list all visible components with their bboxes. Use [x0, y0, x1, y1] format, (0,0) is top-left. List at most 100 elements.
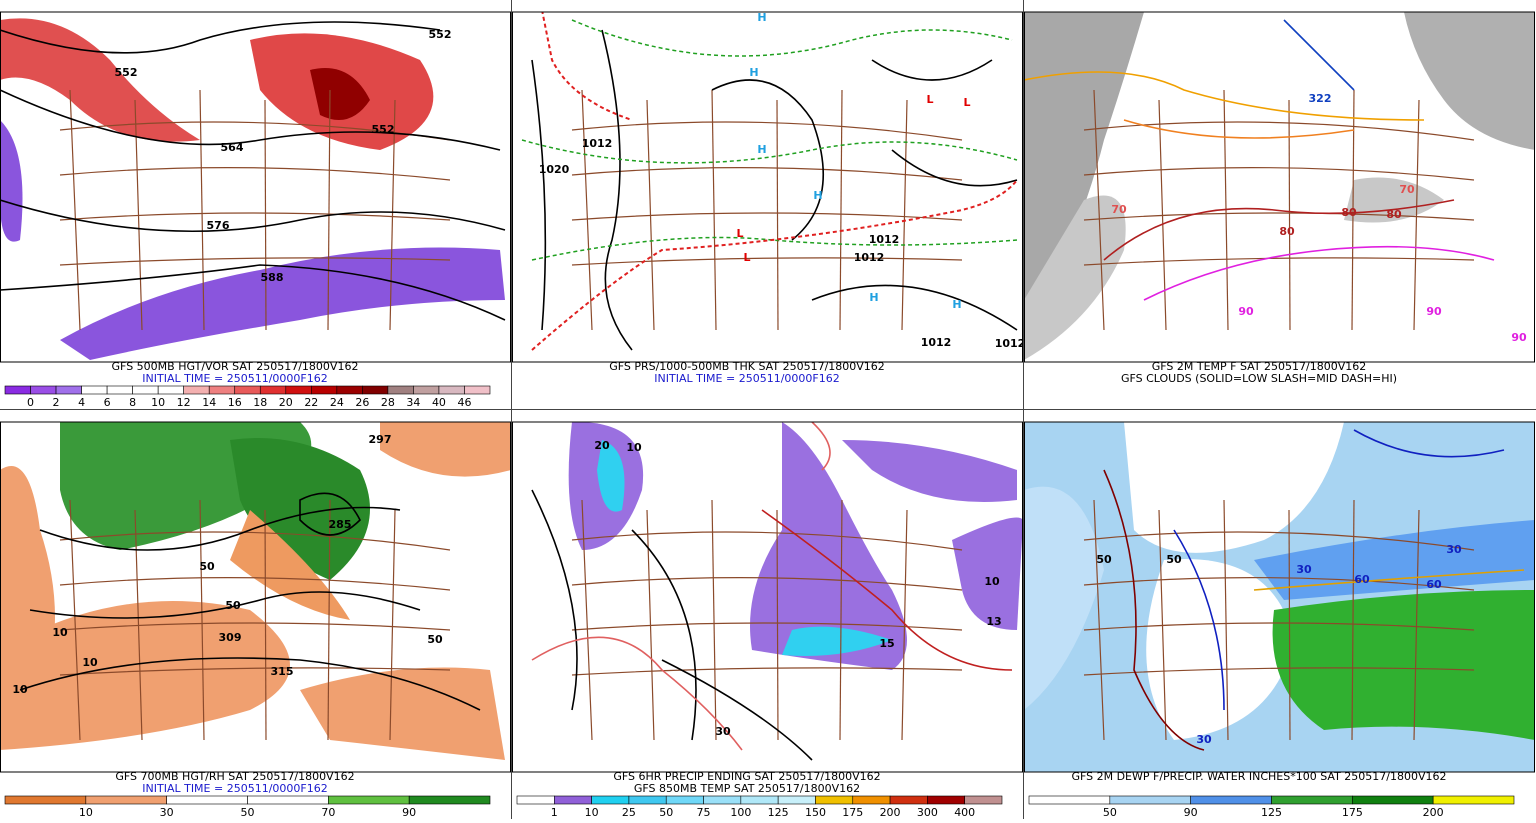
map-label: L [963, 96, 970, 109]
state-border [1288, 509, 1291, 741]
contour [601, 29, 633, 351]
thickness-contour [531, 179, 1018, 351]
state-border [1083, 531, 1475, 551]
colorbar-label: 22 [304, 396, 318, 409]
state-border [711, 89, 717, 331]
state-border [327, 89, 331, 331]
map-label: 309 [219, 631, 242, 644]
state-border [571, 576, 963, 591]
colorbar-label: 100 [730, 806, 751, 819]
contour [0, 264, 506, 321]
caption: GFS 2M TEMP F SAT 250517/1800V162 [1152, 360, 1367, 373]
colorbar-segment [964, 795, 1003, 805]
colorbar-segment [85, 795, 167, 805]
contour [1143, 245, 1495, 301]
map-frame [512, 421, 1023, 773]
colorbar-segment [81, 385, 108, 395]
colorbar-label: 6 [104, 396, 111, 409]
state-border [839, 89, 843, 331]
map-label: L [736, 227, 743, 240]
colorbar-label: 50 [241, 806, 255, 819]
map-label: 50 [1166, 553, 1182, 566]
map-label: 1012 [921, 336, 952, 349]
contour [0, 21, 441, 54]
contour [1123, 119, 1355, 139]
colorbar-segment [777, 795, 816, 805]
colorbar-segment [247, 795, 329, 805]
map-label: 576 [207, 219, 230, 232]
map-label: H [757, 11, 766, 24]
map-panel: 50 50 30 30 30 60 60 GFS 2M DEWP F/PRECIP. WATE… [1024, 421, 1535, 819]
shaded-region [0, 18, 200, 142]
map-label: L [926, 93, 933, 106]
state-border [1413, 509, 1420, 741]
colorbar-label: 40 [432, 396, 446, 409]
map-label: 50 [225, 599, 241, 612]
state-border [199, 499, 205, 741]
state-border [264, 509, 267, 741]
colorbar-segment [554, 795, 592, 805]
map-area: 70 70 80 80 80 90 90 90 322 [1024, 12, 1535, 362]
colorbar-segment [628, 795, 667, 805]
map-label: 60 [1426, 578, 1442, 591]
map-label: 1020 [539, 163, 570, 176]
contour [19, 657, 481, 711]
state-border [1083, 121, 1475, 141]
colorbar-segment [438, 385, 465, 395]
state-border [1083, 166, 1475, 181]
map-label: 322 [1309, 92, 1332, 105]
state-border [59, 622, 451, 631]
map-label: 10 [12, 683, 28, 696]
caption: INITIAL TIME = 250511/0000F162 [142, 372, 327, 385]
colorbar-label: 16 [228, 396, 242, 409]
map-label: 10 [626, 441, 642, 454]
state-border [59, 257, 451, 266]
state-border [839, 499, 843, 741]
contour [811, 284, 1018, 331]
colorbar-segment [259, 385, 287, 395]
colorbar-label: 300 [917, 806, 938, 819]
state-border [1083, 212, 1475, 221]
colorbar-segment [387, 385, 414, 395]
map-frame [1024, 11, 1535, 363]
contour [299, 492, 361, 536]
colorbar-segment [740, 795, 779, 805]
state-border [1288, 99, 1291, 331]
colorbar-label: 125 [768, 806, 789, 819]
map-label: 80 [1279, 225, 1295, 238]
colorbar-segment [1109, 795, 1191, 805]
state-border [59, 667, 451, 676]
contour [1353, 429, 1505, 458]
colorbar-segment [328, 795, 410, 805]
map-label: 70 [1111, 203, 1127, 216]
colorbar-label: 150 [805, 806, 826, 819]
map-label: 13 [986, 615, 1001, 628]
map-panel: 70 70 80 80 80 90 90 90 322 GFS 2M TEMP F SAT 250… [1024, 11, 1535, 385]
colorbar-label: 50 [1103, 806, 1117, 819]
colorbar-label: 1 [551, 806, 558, 819]
state-border [59, 576, 451, 591]
colorbar-label: 12 [177, 396, 191, 409]
map-label: 80 [1386, 208, 1402, 221]
contour [871, 59, 993, 81]
contour [761, 509, 1013, 671]
map-panel: 552 552 552 564 576 588 GFS 500MB HGT/VOR SAT … [0, 11, 511, 409]
map-label: H [757, 143, 766, 156]
contour [531, 636, 743, 751]
state-border [1413, 99, 1420, 331]
shaded-region [750, 422, 907, 670]
state-border [69, 89, 81, 331]
map-frame [0, 11, 511, 363]
map-label: L [743, 251, 750, 264]
caption: GFS CLOUDS (SOLID=LOW SLASH=MID DASH=HI) [1121, 372, 1397, 385]
map-label: 1012 [995, 337, 1026, 350]
map-area: 30 20 10 13 15 10 [512, 422, 1023, 772]
colorbar-segment [464, 385, 491, 395]
colorbar-label: 200 [1423, 806, 1444, 819]
colorbar-segment [1432, 795, 1515, 805]
state-border [389, 509, 396, 741]
map-label: 10 [52, 626, 68, 639]
shaded-region [300, 667, 505, 760]
map-label: H [749, 66, 758, 79]
